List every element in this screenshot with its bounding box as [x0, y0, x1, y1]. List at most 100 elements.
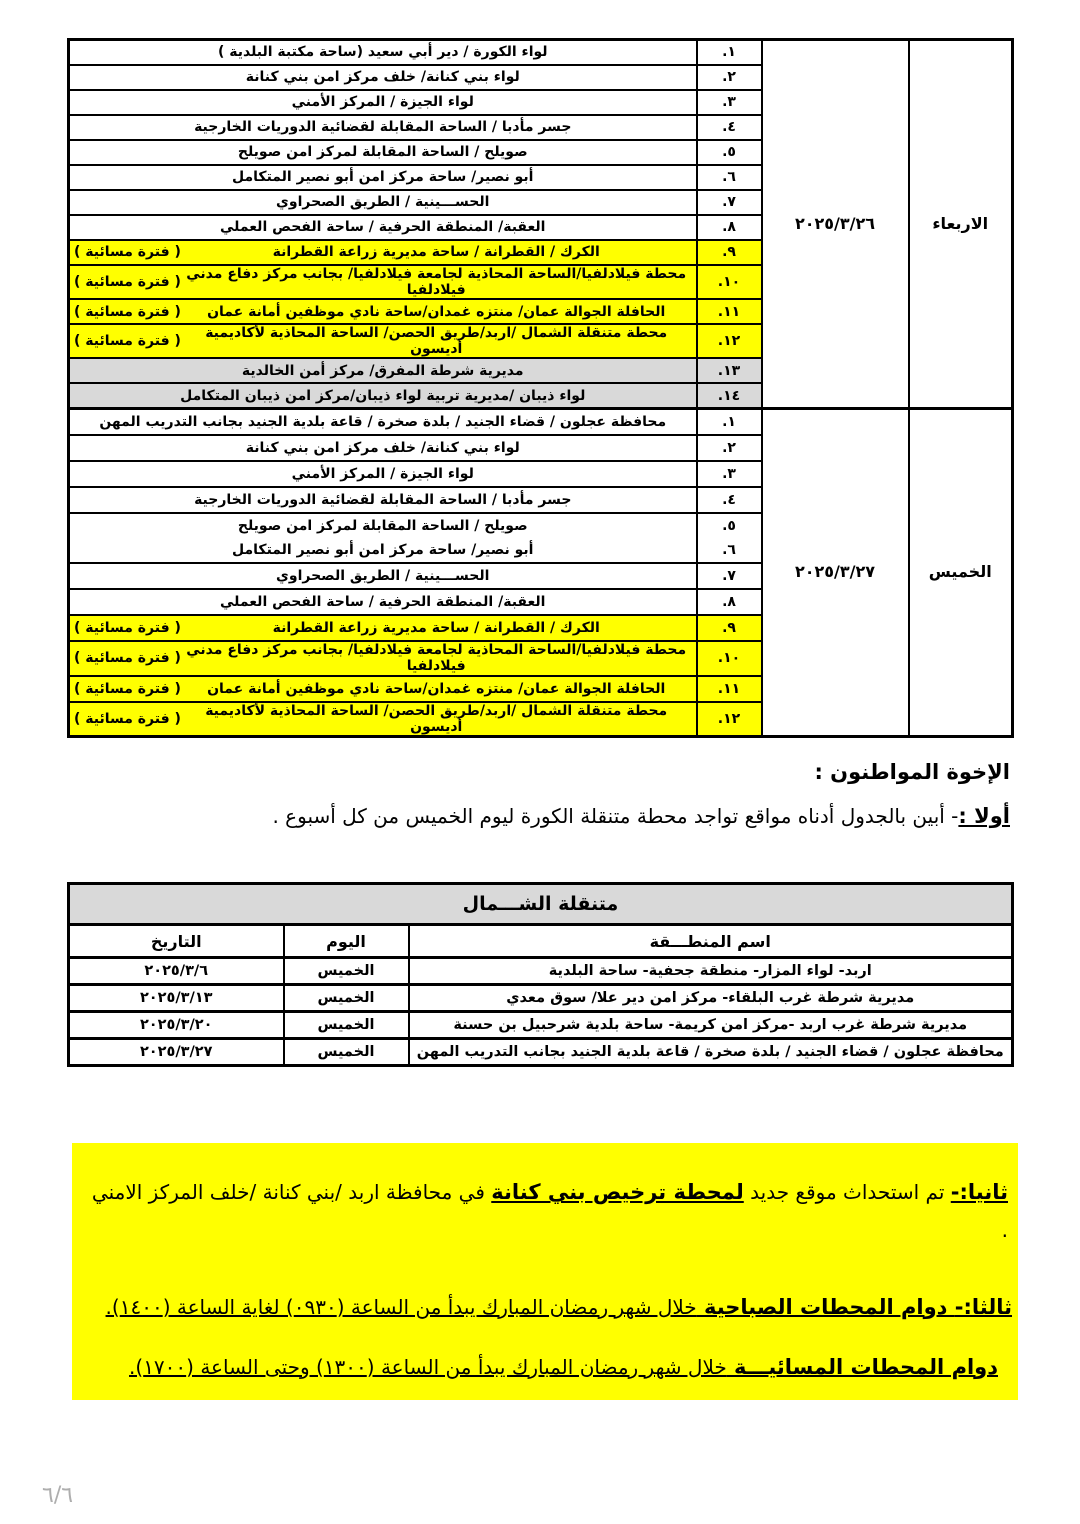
schedule-row: ٤. جسر مأدبا / الساحة المقابلة لقضائية ال… [67, 114, 1013, 141]
north-table-row: محافظة عجلون / قضاء الجنيد / بلدة صخرة /… [67, 1037, 1014, 1067]
weekday-cell: الخميس [282, 983, 410, 1013]
row-number-cell: ٣. [695, 460, 763, 489]
row-number-cell: ١١. [695, 298, 763, 326]
second-clause: ثانيا:- تم استحداث موقع جديد لمحطة ترخيص… [72, 1143, 1018, 1249]
day-cell: الاربعاء [907, 38, 1014, 410]
evening-period-tag: ( فترة مسائية ) [74, 680, 181, 697]
row-number-cell: ١٣. [695, 357, 763, 385]
evening-shift-emphasis: دوام المحطات المسائيـــة [726, 1354, 998, 1379]
row-number-cell: ٥. [695, 139, 763, 166]
evening-period-tag: ( فترة مسائية ) [74, 710, 181, 727]
location-text: محطة فيلادلفيا/الساحة المحاذية لجامعة في… [186, 642, 687, 675]
column-header-day: اليوم [282, 923, 410, 959]
location-cell: محطة فيلادلفيا/الساحة المحاذية لجامعة في… [67, 640, 698, 677]
date-cell: ٢٠٢٥/٣/٢٠ [67, 1010, 285, 1040]
schedule-row: ١٢. محطة متنقلة الشمال /اربد/طريق الحصن/ … [67, 323, 1013, 360]
row-number-cell: ٣. [695, 89, 763, 116]
schedule-row: ١٠. محطة فيلادلفيا/الساحة المحاذية لجامعة… [67, 640, 1013, 677]
location-cell: محطة فيلادلفيا/الساحة المحاذية لجامعة في… [67, 263, 698, 301]
schedule-row: ٢. لواء بني كنانة/ خلف مركز امن بني كنانة [67, 64, 1013, 91]
row-number-cell: ٢. [695, 434, 763, 463]
first-clause: أولا :- أبين بالجدول أدناه مواقع تواجد م… [66, 804, 1010, 828]
schedule-row: ٩. الكرك / القطرانة / ساحة مديرية زراعة ا… [67, 614, 1013, 643]
row-number-cell: ١. [695, 38, 763, 66]
row-number-cell: ٧. [695, 562, 763, 591]
location-cell: جسر مأدبا / الساحة المقابلة لقضائية الدو… [67, 114, 698, 141]
location-cell: العقبة/ المنطقة الحرفية / ساحة الفحص الع… [67, 214, 698, 241]
north-table-row: مديرية شرطة غرب اربد -مركز امن كريمة- سا… [67, 1010, 1014, 1040]
region-cell: مديرية شرطة غرب اربد -مركز امن كريمة- سا… [407, 1010, 1014, 1040]
schedule-row: ١١. الحافلة الجوالة عمان/ منتزه غمدان/ساح… [67, 674, 1013, 703]
schedule-row: ٩. الكرك / القطرانة / ساحة مديرية زراعة ا… [67, 239, 1013, 266]
location-cell: مديرية شرطة المفرق/ مركز أمن الخالدية [67, 357, 698, 385]
schedule-row: ١٠. محطة فيلادلفيا/الساحة المحاذية لجامعة… [67, 263, 1013, 301]
column-header-date: التاريخ [67, 923, 285, 959]
schedule-row: ٥. صويلح / الساحة المقابلة لمركز امن صويل… [67, 139, 1013, 166]
citizens-heading: الإخوة المواطنون : [814, 760, 1010, 784]
schedule-row: ٧. الحســـينية / الطريق الصحراوي [67, 562, 1013, 591]
second-clause-text-a: تم استحداث موقع جديد [743, 1180, 951, 1204]
location-text: الكرك / القطرانة / ساحة مديرية زراعة الق… [272, 244, 600, 261]
row-number-cell: ١٠. [695, 640, 763, 677]
schedule-row: ٢. لواء بني كنانة/ خلف مركز امن بني كنانة [67, 434, 1013, 463]
row-number-cell: ١١. [695, 674, 763, 703]
second-clause-text-b: في محافظة اربد /بني كنانة /خلف المركز ال… [91, 1180, 1008, 1242]
evening-period-tag: ( فترة مسائية ) [74, 303, 181, 320]
weekday-cell: الخميس [282, 956, 410, 986]
location-cell: لواء بني كنانة/ خلف مركز امن بني كنانة [67, 64, 698, 91]
fourth-clause-text: خلال شهر رمضان المبارك يبدأ من الساعة (١… [129, 1354, 727, 1379]
row-number-cell: ٨. [695, 214, 763, 241]
weekday-cell: الخميس [282, 1010, 410, 1040]
north-table-header-row: اسم المنطـــقة اليوم التاريخ [67, 923, 1014, 959]
date-cell: ٢٠٢٥/٣/١٣ [67, 983, 285, 1013]
row-number-cell: ٦. [695, 164, 763, 191]
row-number-cell: ٧. [695, 189, 763, 216]
location-text: محطة متنقلة الشمال /اربد/طريق الحصن/ الس… [205, 325, 668, 358]
location-cell: الكرك / القطرانة / ساحة مديرية زراعة الق… [67, 239, 698, 266]
row-number-cell: ٦. [695, 538, 763, 565]
location-cell: لواء بني كنانة/ خلف مركز امن بني كنانة [67, 434, 698, 463]
location-cell: محطة متنقلة الشمال /اربد/طريق الحصن/ الس… [67, 700, 698, 738]
evening-period-tag: ( فترة مسائية ) [74, 650, 181, 667]
evening-period-tag: ( فترة مسائية ) [74, 274, 181, 291]
morning-shift-emphasis: دوام المحطات الصباحية [696, 1294, 955, 1319]
notes-highlight-block: ثانيا:- تم استحداث موقع جديد لمحطة ترخيص… [72, 1143, 1018, 1400]
schedule-row: ٨. العقبة/ المنطقة الحرفية / ساحة الفحص ا… [67, 214, 1013, 241]
location-text: محطة متنقلة الشمال /اربد/طريق الحصن/ الس… [205, 702, 668, 735]
location-cell: العقبة/ المنطقة الحرفية / ساحة الفحص الع… [67, 588, 698, 617]
first-clause-text: - أبين بالجدول أدناه مواقع تواجد محطة مت… [272, 804, 959, 828]
evening-period-tag: ( فترة مسائية ) [74, 333, 181, 350]
schedule-row: ٨. العقبة/ المنطقة الحرفية / ساحة الفحص ا… [67, 588, 1013, 617]
column-header-region: اسم المنطـــقة [407, 923, 1014, 959]
location-cell: الكرك / القطرانة / ساحة مديرية زراعة الق… [67, 614, 698, 643]
row-number-cell: ٨. [695, 588, 763, 617]
schedule-row: ٦. أبو نصير/ ساحة مركز امن أبو نصير المتك… [67, 164, 1013, 191]
location-cell: جسر مأدبا / الساحة المقابلة لقضائية الدو… [67, 486, 698, 515]
weekly-schedule-table: الاربعاء ٢٠٢٥/٣/٢٦ ١. لواء الكورة / دير أبي… [67, 38, 1014, 738]
day-cell: الخميس [907, 407, 1014, 738]
north-mobile-table: متنقلة الشـــمال اسم المنطـــقة اليوم ال… [66, 882, 1014, 1067]
first-clause-label: أولا : [958, 804, 1010, 828]
location-text: محطة فيلادلفيا/الساحة المحاذية لجامعة في… [186, 266, 687, 299]
row-number-cell: ٤. [695, 114, 763, 141]
schedule-row: الاربعاء ٢٠٢٥/٣/٢٦ ١. لواء الكورة / دير أبي… [67, 38, 1014, 410]
row-number-cell: ١٢. [695, 700, 763, 738]
third-clause: ثالثا:- دوام المحطات الصباحية خلال شهر ر… [72, 1295, 1018, 1319]
location-cell: الحســـينية / الطريق الصحراوي [67, 189, 698, 216]
location-cell: محطة متنقلة الشمال /اربد/طريق الحصن/ الس… [67, 323, 698, 360]
row-number-cell: ٢. [695, 64, 763, 91]
date-cell: ٢٠٢٥/٣/٢٦ [760, 38, 910, 410]
schedule-row: ٤. جسر مأدبا / الساحة المقابلة لقضائية ال… [67, 486, 1013, 515]
row-number-cell: ١٠. [695, 263, 763, 301]
date-cell: ٢٠٢٥/٣/٦ [67, 956, 285, 986]
location-cell: لواء الكورة / دير أبي سعيد (ساحة مكتبة ا… [67, 38, 698, 66]
row-number-cell: ٥. [695, 512, 763, 539]
location-cell: الحافلة الجوالة عمان/ منتزه غمدان/ساحة ن… [67, 674, 698, 703]
schedule-row: ٦. أبو نصير/ ساحة مركز امن أبو نصير المتك… [67, 538, 1013, 565]
location-text: الحافلة الجوالة عمان/ منتزه غمدان/ساحة ن… [207, 680, 666, 697]
location-cell: أبو نصير/ ساحة مركز امن أبو نصير المتكام… [67, 538, 698, 565]
region-cell: اربد- لواء المزار- منطقة جحفية- ساحة الب… [407, 956, 1014, 986]
location-cell: صويلح / الساحة المقابلة لمركز امن صويلح [67, 139, 698, 166]
schedule-row: ٣. لواء الجيزة / المركز الأمني [67, 89, 1013, 116]
